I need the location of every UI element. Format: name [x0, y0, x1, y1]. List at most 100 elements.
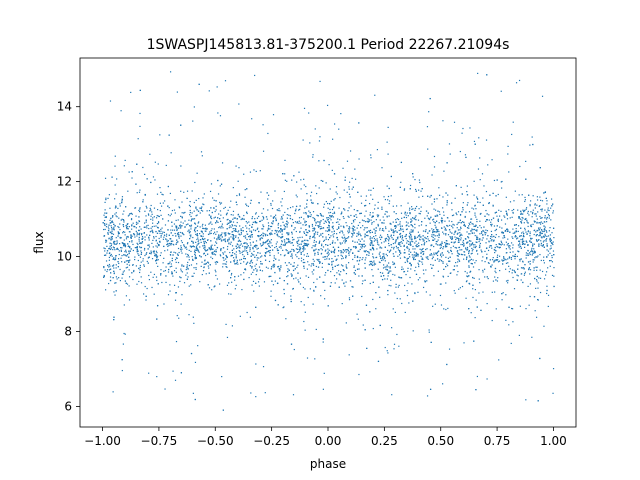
data-point [269, 240, 271, 242]
data-point [494, 249, 496, 251]
data-point [152, 230, 154, 232]
data-point [180, 372, 183, 374]
data-point [252, 280, 255, 282]
data-point [519, 218, 521, 220]
data-point [537, 239, 540, 241]
data-point [250, 234, 252, 236]
data-point [111, 255, 113, 257]
data-point [103, 228, 105, 231]
data-point [393, 348, 395, 350]
data-point [340, 271, 342, 273]
data-point [312, 211, 315, 213]
data-point [195, 249, 197, 251]
data-point [457, 211, 460, 213]
data-point [478, 292, 480, 294]
data-point [128, 246, 131, 248]
data-point [348, 228, 350, 230]
data-point [305, 275, 307, 277]
data-point [403, 244, 405, 247]
data-point [250, 392, 252, 394]
data-point [474, 214, 476, 216]
data-point [193, 267, 195, 269]
data-point [527, 222, 529, 224]
data-point [131, 272, 133, 274]
data-point [134, 207, 136, 209]
data-point [445, 256, 447, 258]
data-point [544, 209, 546, 211]
data-point [537, 287, 539, 289]
data-point [311, 271, 313, 273]
data-point [449, 153, 451, 155]
data-point [499, 226, 501, 228]
data-point [415, 190, 417, 192]
data-point [496, 259, 498, 262]
data-point [464, 154, 467, 156]
data-point [356, 232, 358, 235]
data-point [456, 265, 458, 267]
data-point [193, 210, 195, 212]
data-point [532, 195, 534, 197]
data-point [226, 219, 228, 221]
data-point [365, 204, 367, 207]
data-point [441, 241, 443, 243]
data-point [221, 162, 224, 164]
data-point [204, 249, 206, 251]
data-point [119, 228, 121, 231]
data-point [117, 235, 119, 237]
data-point [137, 250, 139, 252]
data-point [184, 226, 186, 228]
data-point [395, 251, 397, 253]
data-point [507, 145, 509, 147]
data-point [331, 169, 333, 171]
data-point [422, 240, 424, 242]
data-point [120, 237, 122, 239]
data-point [371, 244, 373, 246]
data-point [431, 234, 433, 236]
data-point [235, 236, 237, 238]
data-point [280, 265, 282, 267]
data-point [191, 245, 193, 248]
data-point [203, 263, 205, 265]
data-point [116, 278, 118, 280]
data-point [315, 265, 317, 268]
data-point [207, 262, 210, 264]
data-point [131, 240, 133, 242]
data-point [300, 260, 303, 262]
data-point [421, 263, 424, 265]
data-point [156, 246, 158, 248]
data-point [118, 253, 120, 256]
data-point [249, 248, 251, 250]
data-point [511, 209, 513, 212]
data-point [237, 263, 239, 265]
data-point [395, 283, 397, 285]
data-point [242, 218, 244, 220]
data-point [114, 155, 116, 157]
data-point [183, 234, 185, 236]
data-point [287, 252, 289, 254]
data-point [308, 215, 310, 217]
data-point [140, 261, 142, 263]
data-point [169, 192, 171, 195]
data-point [453, 233, 455, 235]
data-point [438, 236, 440, 238]
data-point [470, 262, 472, 265]
data-point [546, 244, 548, 247]
data-point [227, 222, 229, 224]
data-point [535, 287, 537, 289]
data-point [177, 232, 179, 234]
data-point [419, 260, 421, 262]
data-point [277, 252, 279, 254]
data-point [315, 286, 317, 288]
data-point [328, 212, 330, 214]
data-point [552, 212, 554, 214]
data-point [509, 201, 512, 203]
data-point [259, 220, 262, 222]
data-point [205, 250, 207, 252]
data-point [373, 235, 375, 238]
data-point [357, 233, 360, 235]
data-point [218, 238, 220, 240]
data-point [255, 282, 257, 284]
data-point [109, 219, 111, 221]
data-point [457, 258, 459, 260]
data-point [429, 294, 431, 296]
